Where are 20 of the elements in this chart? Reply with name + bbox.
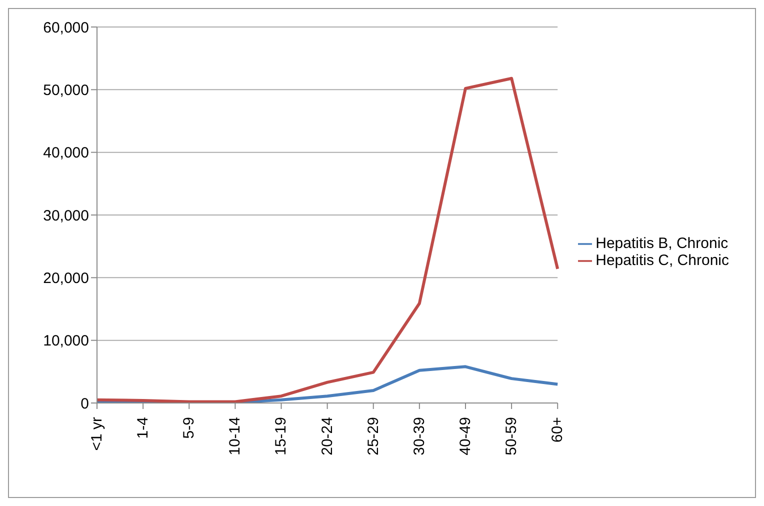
x-tick-label: 10-14 [226,417,244,456]
y-tick-label: 0 [80,395,89,412]
y-tick-label: 30,000 [43,207,89,224]
x-tick-label: 15-19 [272,417,290,456]
x-tick-label: <1 yr [88,416,106,451]
y-tick-label: 40,000 [43,144,89,162]
x-tick-label: 40-49 [456,417,474,456]
x-tick-label: 20-24 [318,417,336,456]
y-tick-label: 20,000 [43,270,89,287]
x-tick-label: 60+ [549,416,566,442]
legend-label: Hepatitis B, Chronic [596,235,728,252]
x-tick-label: 30-39 [410,417,428,456]
legend-label: Hepatitis C, Chronic [596,252,729,269]
x-tick-label: 50-59 [503,417,520,456]
x-tick-label: 25-29 [364,417,382,456]
y-tick-label: 60,000 [43,19,89,36]
y-tick-label: 50,000 [43,82,89,99]
x-tick-label: 5-9 [180,417,198,439]
x-tick-label: 1-4 [134,417,152,439]
y-tick-label: 10,000 [43,332,89,350]
